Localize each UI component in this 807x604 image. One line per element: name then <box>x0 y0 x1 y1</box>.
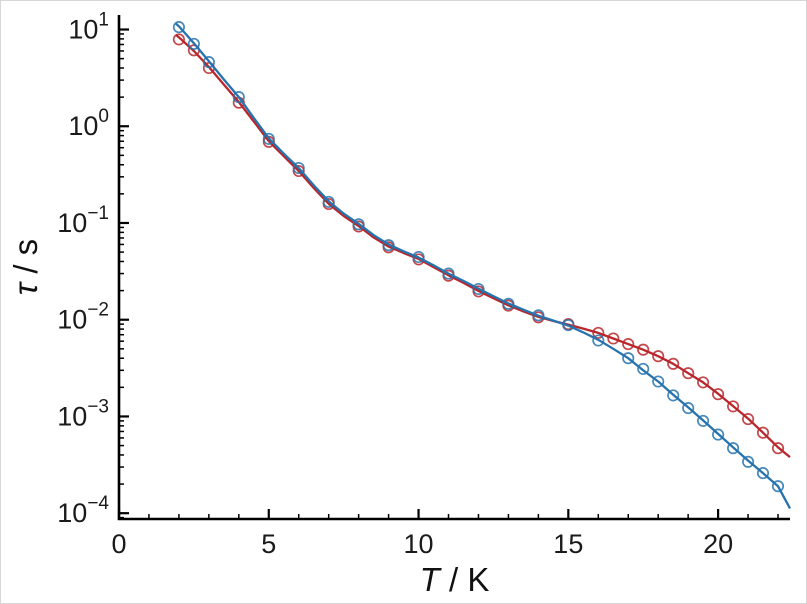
red-series-point <box>771 442 785 455</box>
blue-series-point <box>562 319 575 332</box>
blue-series-point <box>322 195 335 208</box>
svg-text:10−2: 10−2 <box>57 300 109 335</box>
blue-series-point <box>262 132 275 145</box>
svg-text:T / K: T / K <box>420 561 490 598</box>
blue-series-point <box>292 161 305 175</box>
red-series-point <box>607 332 620 345</box>
svg-text:τ / s: τ / s <box>7 239 44 295</box>
blue-series-point <box>502 297 515 310</box>
svg-text:101: 101 <box>68 10 109 45</box>
red-series-point <box>742 413 755 426</box>
blue-series-point <box>592 334 605 347</box>
red-series-point <box>622 338 635 351</box>
svg-text:15: 15 <box>553 529 583 559</box>
blue-series-point <box>382 239 395 252</box>
svg-text:10−4: 10−4 <box>57 493 109 528</box>
blue-series-point <box>712 428 725 441</box>
blue-series-point <box>202 56 215 69</box>
red-series-point <box>727 400 740 413</box>
blue-series-point <box>637 362 650 375</box>
red-series-point <box>592 326 605 339</box>
blue-series-point <box>232 91 245 104</box>
blue-series-point <box>727 442 740 455</box>
blue-series-point <box>682 402 695 415</box>
blue-series-point <box>352 218 365 231</box>
blue-series-point <box>172 21 185 34</box>
svg-text:10−3: 10−3 <box>57 396 109 431</box>
blue-series-point <box>697 414 710 427</box>
svg-text:5: 5 <box>261 529 276 559</box>
blue-series-point <box>652 375 665 388</box>
red-series-point <box>667 357 680 370</box>
blue-series-point <box>412 250 425 264</box>
axis-lines <box>117 15 790 521</box>
blue-series-point <box>472 282 485 296</box>
red-series-point <box>697 376 710 389</box>
blue-series-fit-line <box>175 22 792 509</box>
red-series-fit-line <box>175 34 791 458</box>
blue-series-point <box>187 37 200 50</box>
blue-series-point <box>532 309 545 322</box>
svg-text:20: 20 <box>703 529 733 559</box>
blue-series-point <box>771 480 785 493</box>
blue-series-point <box>742 455 755 468</box>
red-series-point <box>682 367 695 380</box>
red-series-point <box>652 350 665 363</box>
red-series-point <box>712 388 725 401</box>
blue-series-point <box>442 267 455 280</box>
blue-series-point <box>622 352 635 365</box>
red-series-point <box>756 426 770 439</box>
red-series-point <box>172 33 185 46</box>
red-series-point <box>637 343 650 356</box>
svg-text:0: 0 <box>111 529 126 559</box>
svg-text:10: 10 <box>404 529 434 559</box>
svg-text:100: 100 <box>68 106 109 141</box>
blue-series-point <box>756 467 770 480</box>
blue-series-point <box>667 389 680 402</box>
svg-text:10−1: 10−1 <box>57 203 109 238</box>
